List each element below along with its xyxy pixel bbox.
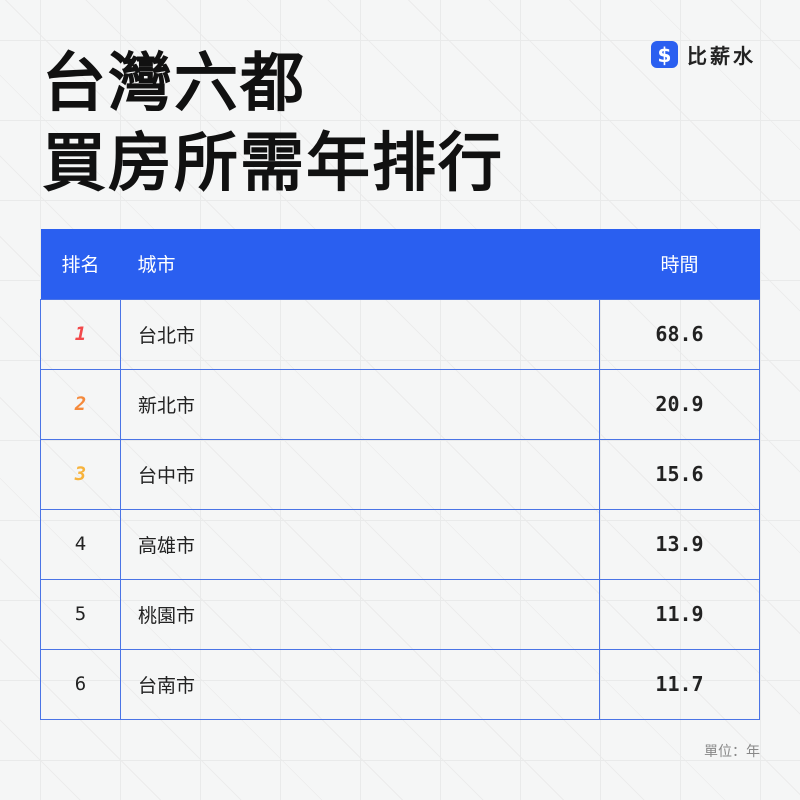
brand-name: 比薪水 [687, 44, 756, 68]
unit-note: 單位：年 [704, 744, 760, 760]
rank-cell: 2 [40, 368, 121, 440]
rank-cell: 1 [40, 298, 121, 370]
city-cell: 新北市 [120, 368, 600, 440]
city-cell: 台北市 [120, 298, 600, 370]
ranking-table: 排名 城市 時間 1 台北市 68.6 2 新北市 20.9 3 台中市 15.6 4… [40, 229, 760, 720]
city-cell: 台中市 [120, 438, 600, 510]
years-cell: 13.9 [599, 508, 760, 580]
header-city: 城市 [120, 229, 600, 299]
dollar-icon: $ [651, 41, 678, 68]
header-time: 時間 [599, 229, 760, 299]
city-cell: 桃園市 [120, 578, 600, 650]
rank-cell: 3 [40, 438, 121, 510]
years-cell: 15.6 [599, 438, 760, 510]
rank-cell: 4 [40, 508, 121, 580]
title-line-2: 買房所需年排行 [42, 127, 504, 201]
table-row: 4 高雄市 13.9 [40, 508, 760, 580]
title-line-1: 台灣六都 [42, 47, 306, 121]
rank-cell: 6 [40, 648, 121, 720]
table-row: 3 台中市 15.6 [40, 438, 760, 510]
rank-cell: 5 [40, 578, 121, 650]
table-row: 1 台北市 68.6 [40, 298, 760, 370]
years-cell: 11.7 [599, 648, 760, 720]
years-cell: 68.6 [599, 298, 760, 370]
table-row: 5 桃園市 11.9 [40, 578, 760, 650]
years-cell: 20.9 [599, 368, 760, 440]
header-rank: 排名 [40, 229, 121, 299]
city-cell: 高雄市 [120, 508, 600, 580]
years-cell: 11.9 [599, 578, 760, 650]
table-row: 2 新北市 20.9 [40, 368, 760, 440]
brand-logo: $ 比薪水 [651, 40, 756, 69]
city-cell: 台南市 [120, 648, 600, 720]
table-header: 排名 城市 時間 [40, 229, 760, 299]
table-row: 6 台南市 11.7 [40, 648, 760, 720]
page-title: 台灣六都 買房所需年排行 [42, 44, 504, 204]
